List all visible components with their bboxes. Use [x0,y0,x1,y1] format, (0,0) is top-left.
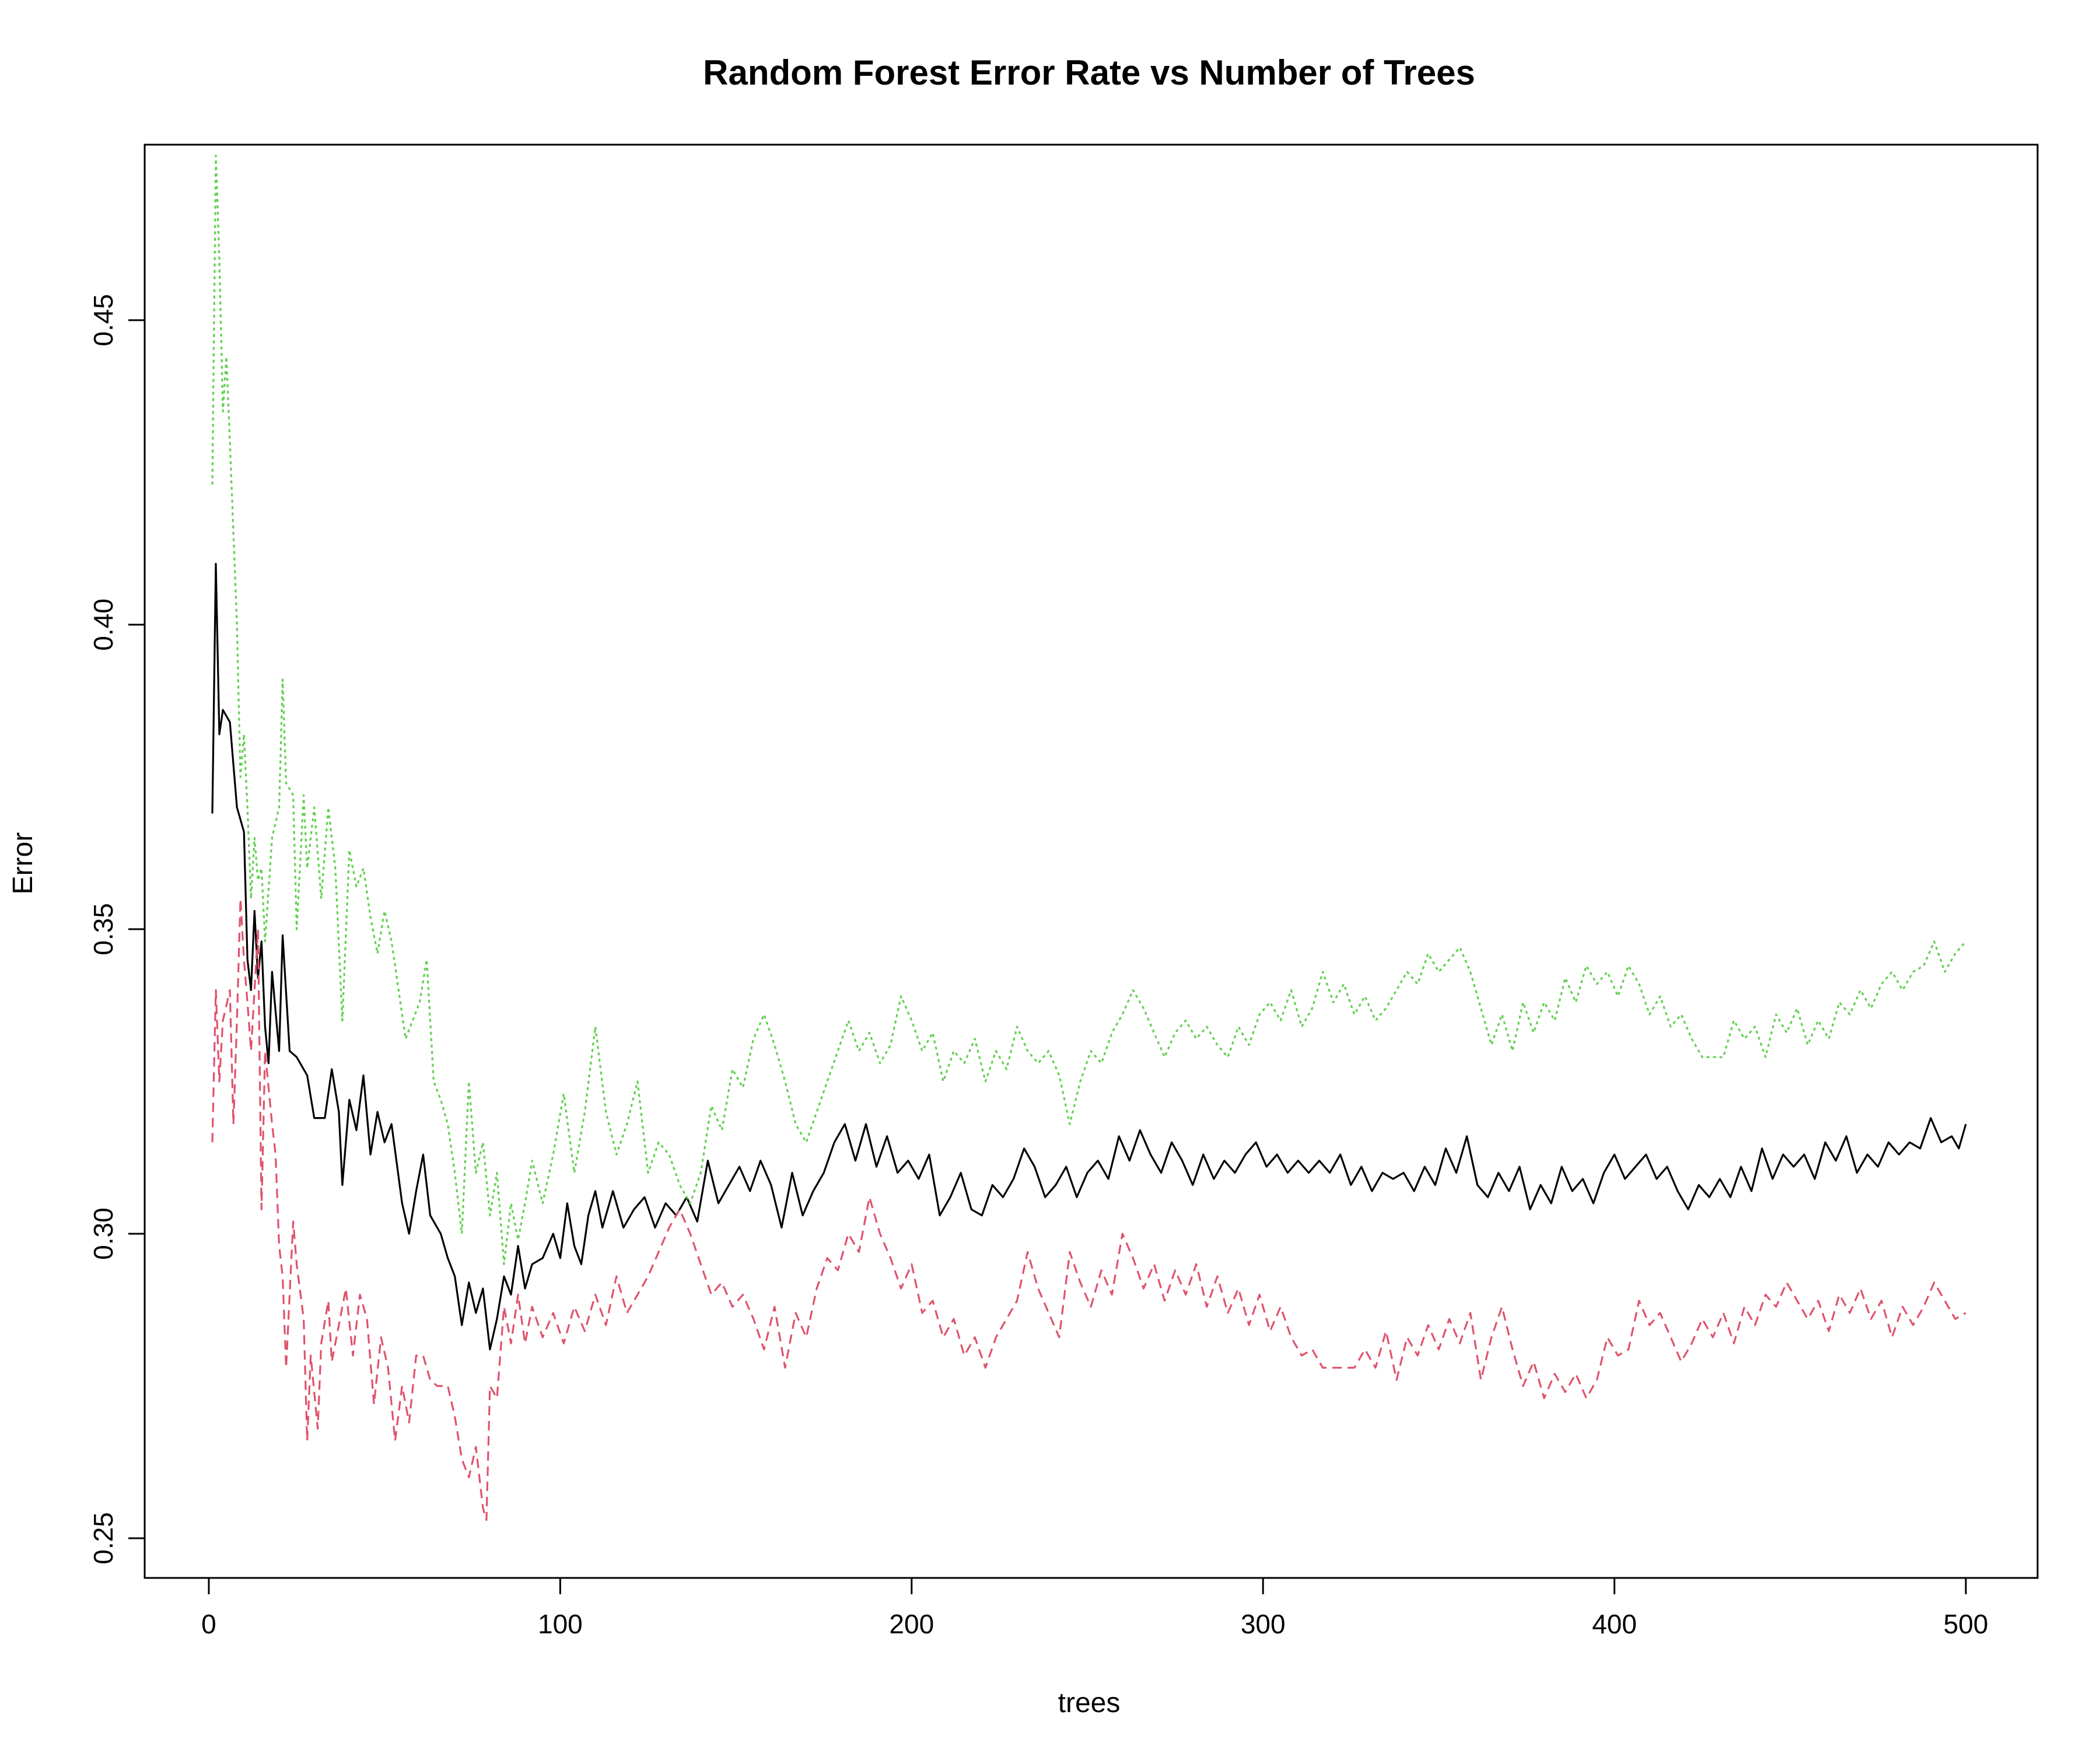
x-tick-label: 400 [1592,1609,1637,1639]
x-tick-label: 300 [1241,1609,1286,1639]
x-tick-label: 500 [1944,1609,1989,1639]
x-tick-label: 100 [538,1609,583,1639]
x-axis: 0 100 200 300 400 500 [201,1577,1989,1639]
y-tick-label: 0.40 [88,598,118,651]
y-tick-label: 0.45 [88,294,118,346]
chart-title: Random Forest Error Rate vs Number of Tr… [703,53,1475,92]
y-axis: 0.25 0.30 0.35 0.40 0.45 [88,294,146,1564]
y-tick-label: 0.25 [88,1512,118,1564]
series-line-3 [211,155,1967,1265]
y-tick-label: 0.30 [88,1208,118,1260]
x-tick-label: 200 [889,1609,934,1639]
x-tick-label: 0 [201,1609,216,1639]
series-line-1 [211,562,1967,1350]
series-layer [211,155,1967,1521]
y-tick-label: 0.35 [88,903,118,956]
plot-frame [144,144,2039,1579]
x-axis-label: trees [1058,1688,1121,1718]
series-line-2 [211,898,1966,1521]
y-axis-label: Error [8,832,38,895]
